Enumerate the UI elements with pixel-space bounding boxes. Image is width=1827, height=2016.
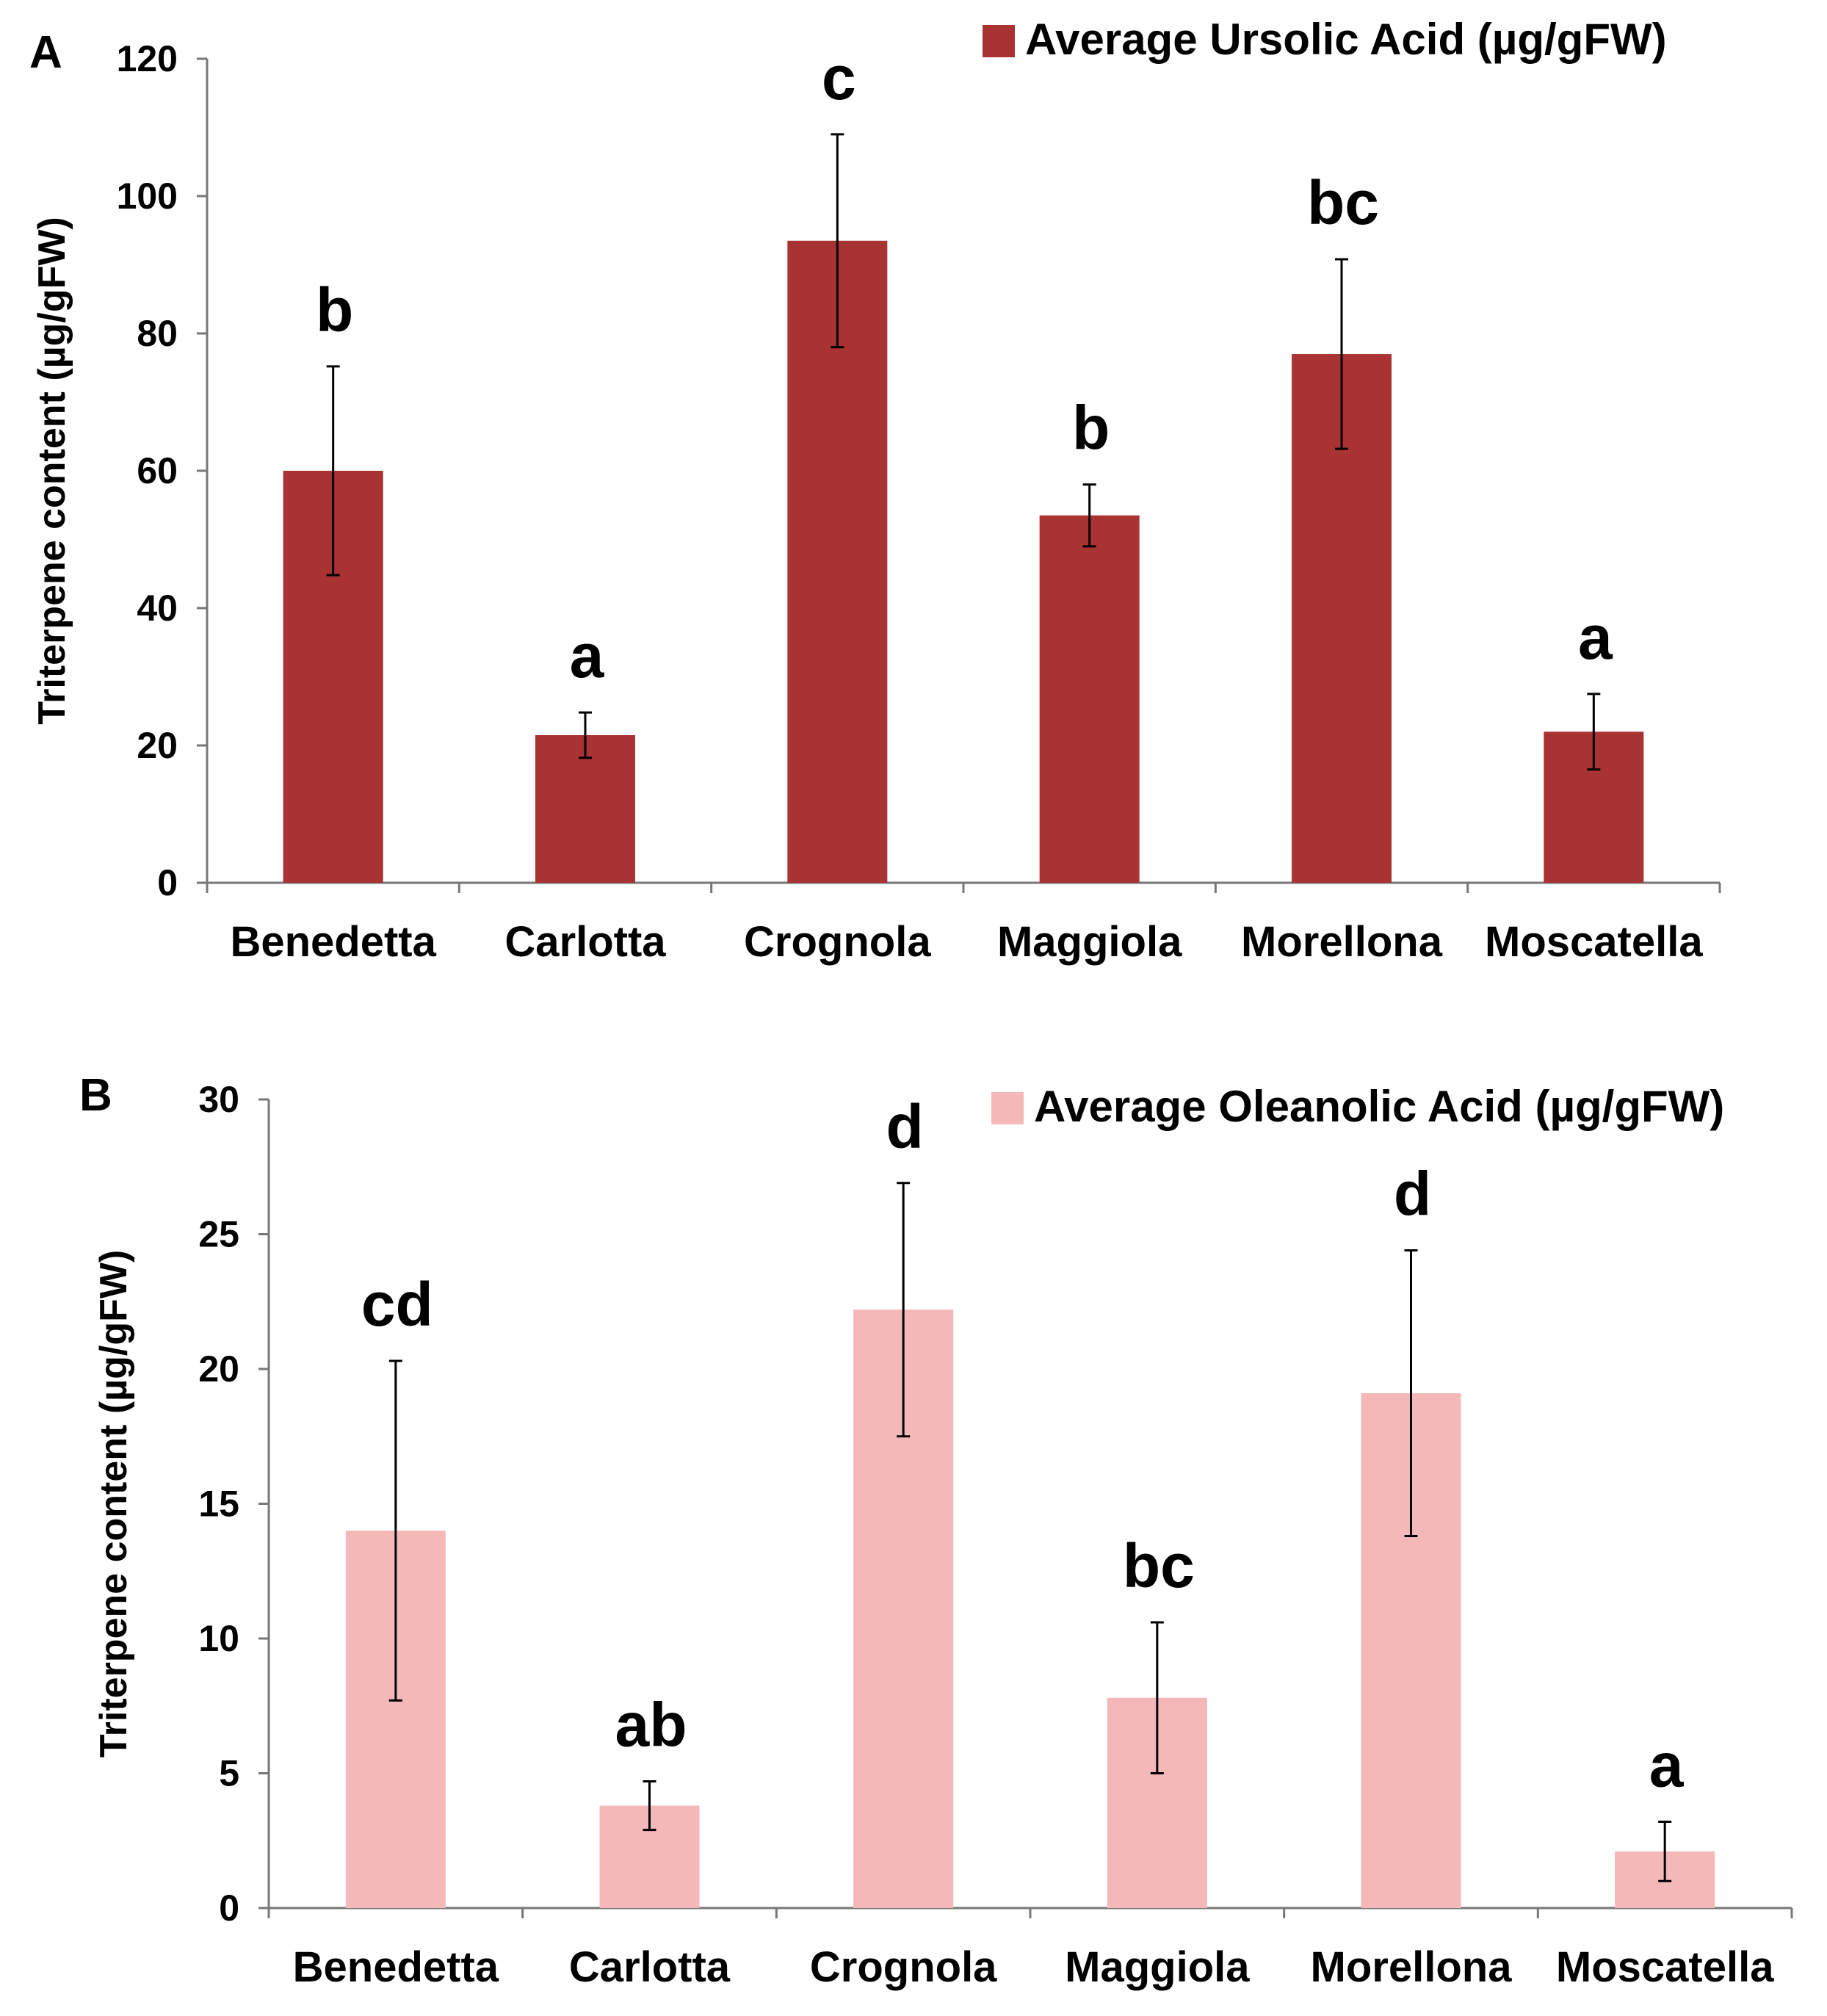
y-tick-label: 0 <box>157 862 178 903</box>
chart-a: 0 20 40 60 80 100 120 Benedetta b Carlotta a Crogno… <box>31 15 1721 966</box>
y-tick-label: 40 <box>137 588 178 629</box>
significance-letter: ab <box>615 1691 687 1760</box>
category-label: Maggiola <box>1065 1943 1250 1991</box>
chart-b: 0 5 10 15 20 25 30 Benedetta cd Carlotta ab Crognol… <box>93 1079 1793 1991</box>
y-tick-label: 120 <box>117 38 178 79</box>
panel-b-label: B <box>79 1070 112 1121</box>
legend-swatch <box>991 1092 1024 1124</box>
significance-letter: bc <box>1123 1531 1195 1600</box>
category-label: Benedetta <box>230 918 436 966</box>
significance-letter: d <box>1394 1160 1431 1229</box>
y-tick-label: 20 <box>198 1348 239 1390</box>
significance-letter: cd <box>361 1270 433 1339</box>
significance-letter: b <box>1072 394 1110 463</box>
category-label: Moscatella <box>1485 918 1703 966</box>
category-label: Maggiola <box>997 918 1182 966</box>
y-tick-label: 60 <box>137 450 178 491</box>
y-tick-label: 15 <box>198 1484 239 1525</box>
category-label: Benedetta <box>293 1943 499 1991</box>
significance-letter: bc <box>1307 168 1379 237</box>
y-tick-label: 5 <box>219 1753 239 1794</box>
bar <box>535 734 635 883</box>
category-label: Crognola <box>744 918 931 966</box>
significance-letter: d <box>886 1092 924 1161</box>
panel-a-label: A <box>29 27 62 78</box>
y-tick-label: 0 <box>219 1887 239 1929</box>
y-axis-title: Triterpene content (µg/gFW) <box>31 217 73 725</box>
significance-letter: a <box>1578 603 1613 672</box>
y-tick-label: 30 <box>198 1079 239 1120</box>
category-label: Moscatella <box>1556 1943 1774 1991</box>
legend-label: Average Oleanolic Acid (µg/gFW) <box>1034 1082 1724 1131</box>
significance-letter: b <box>316 275 353 344</box>
y-tick-label: 25 <box>198 1214 239 1255</box>
y-axis-title: Triterpene content (µg/gFW) <box>93 1250 135 1758</box>
legend-swatch <box>983 25 1015 57</box>
significance-letter: a <box>570 621 605 690</box>
category-label: Crognola <box>810 1943 997 1991</box>
y-tick-label: 80 <box>137 313 178 354</box>
legend-label: Average Ursolic Acid (µg/gFW) <box>1025 15 1667 64</box>
significance-letter: a <box>1649 1731 1685 1800</box>
category-label: Carlotta <box>569 1943 731 1991</box>
category-label: Carlotta <box>504 918 666 966</box>
category-label: Morellona <box>1241 918 1443 966</box>
category-label: Morellona <box>1311 1943 1513 1991</box>
y-tick-label: 100 <box>117 176 178 217</box>
y-tick-label: 20 <box>137 725 178 766</box>
significance-letter: c <box>822 43 856 112</box>
bar <box>1039 515 1140 883</box>
y-tick-label: 10 <box>198 1618 239 1659</box>
